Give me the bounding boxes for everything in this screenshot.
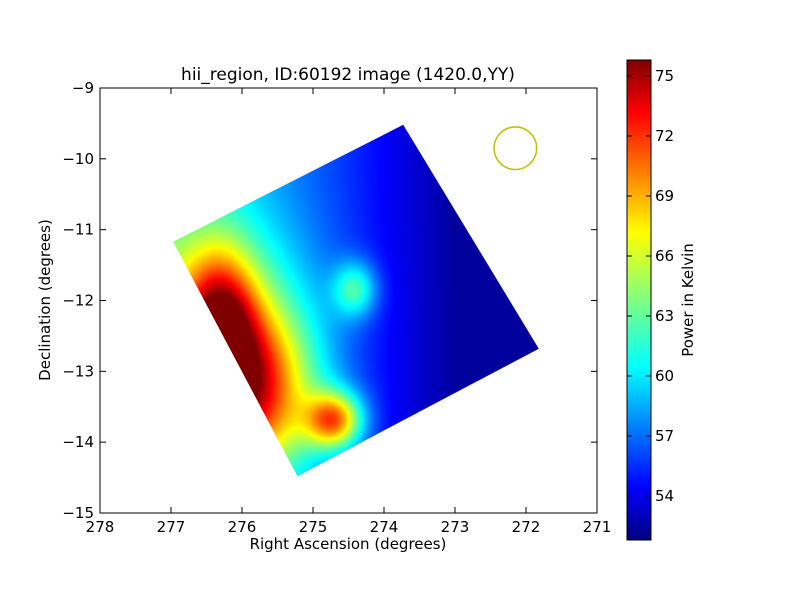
y-tick-label: −11 [62, 221, 94, 239]
x-tick-label: 274 [370, 518, 399, 536]
colorbar-tick-label: 54 [655, 487, 674, 505]
colorbar-ticks: 54 57 60 63 66 69 72 75 [627, 67, 674, 505]
y-tick-label: −9 [72, 79, 94, 97]
y-axis-label: Declination (degrees) [36, 219, 54, 381]
beam-circle [493, 126, 538, 171]
colorbar-scale [626, 59, 652, 541]
y-tick-label: −13 [62, 362, 94, 380]
x-tick-label: 278 [86, 518, 115, 536]
x-tick-label: 272 [512, 518, 541, 536]
x-axis-label: Right Ascension (degrees) [250, 535, 447, 553]
heatmap [173, 124, 539, 477]
y-tick-label: −15 [62, 504, 94, 522]
colorbar-tick-label: 60 [655, 367, 674, 385]
colorbar-tick-label: 75 [655, 67, 674, 85]
x-tick-label: 276 [228, 518, 257, 536]
x-tick-label: 273 [441, 518, 470, 536]
colorbar-tick-label: 63 [655, 307, 674, 325]
x-tick-label: 271 [583, 518, 612, 536]
colorbar-tick-label: 72 [655, 127, 674, 145]
colorbar-label: Power in Kelvin [679, 243, 697, 357]
x-tick-label: 277 [157, 518, 186, 536]
y-tick-label: −10 [62, 150, 94, 168]
colorbar: 54 57 60 63 66 69 72 75 Power in Kelvin [626, 59, 697, 541]
x-tick-label: 275 [299, 518, 328, 536]
chart-title: hii_region, ID:60192 image (1420.0,YY) [181, 65, 515, 85]
heatmap-image [173, 124, 539, 477]
colorbar-tick-label: 69 [655, 187, 674, 205]
colorbar-tick-label: 66 [655, 247, 674, 265]
y-axis: −9 −10 −11 −12 −13 −14 −15 [62, 79, 597, 522]
colorbar-tick-label: 57 [655, 427, 674, 445]
y-tick-label: −14 [62, 433, 94, 451]
x-axis: 278 277 276 275 274 273 272 271 [86, 88, 612, 536]
y-tick-label: −12 [62, 292, 94, 310]
